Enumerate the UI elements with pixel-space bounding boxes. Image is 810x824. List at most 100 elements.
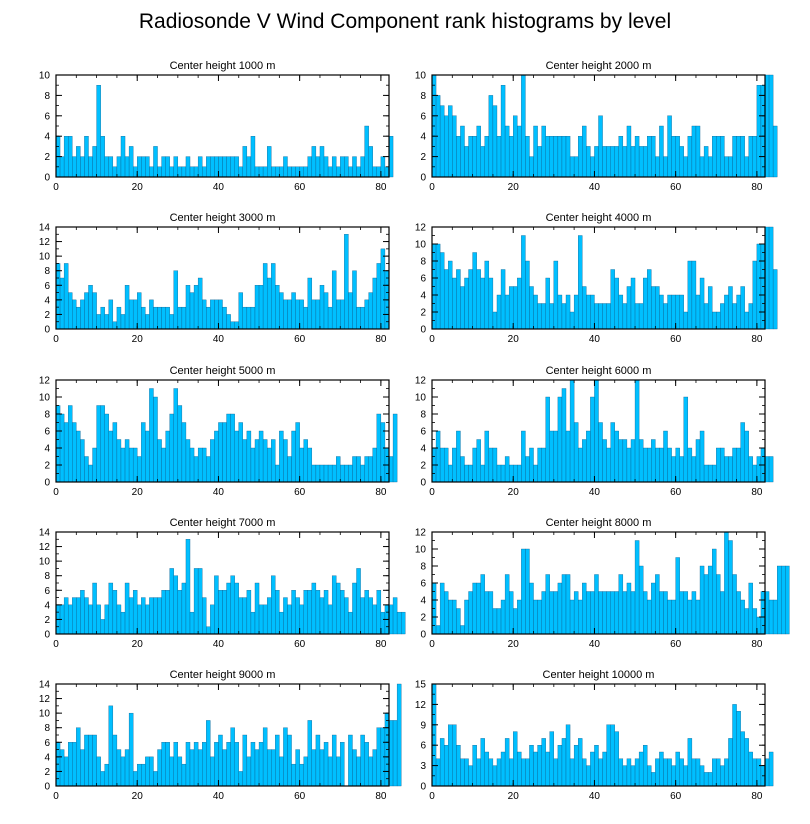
histogram-bar xyxy=(594,379,599,483)
histogram-bar xyxy=(484,260,490,330)
histogram-bar xyxy=(226,314,231,330)
histogram-bar xyxy=(569,311,575,330)
histogram-bar xyxy=(549,303,555,330)
histogram-bar xyxy=(185,742,191,787)
x-tick-label: 0 xyxy=(53,182,59,193)
histogram-bar xyxy=(720,765,725,787)
histogram-bar xyxy=(659,294,664,330)
histogram-bar xyxy=(634,758,640,787)
histogram-bar xyxy=(703,303,709,330)
histogram-bar xyxy=(565,294,571,330)
y-tick-label: 8 xyxy=(44,266,50,277)
x-tick-label: 60 xyxy=(670,487,682,498)
histogram-bar xyxy=(582,439,587,483)
histogram-bar xyxy=(456,745,461,787)
histogram-bar xyxy=(500,599,506,635)
histogram-bar xyxy=(504,456,510,483)
histogram-bar xyxy=(197,156,203,178)
histogram-bar xyxy=(315,464,321,483)
histogram-bar xyxy=(525,548,530,635)
histogram-bar xyxy=(177,306,183,330)
histogram-bar xyxy=(242,597,248,635)
histogram-bar xyxy=(384,166,390,178)
histogram-bar xyxy=(356,166,361,178)
histogram-bar xyxy=(360,156,365,178)
histogram-bar xyxy=(262,604,268,635)
histogram-bar xyxy=(736,294,741,330)
histogram-bar xyxy=(545,136,550,178)
histogram-bar xyxy=(356,756,361,787)
histogram-bar xyxy=(128,299,134,330)
histogram-bar xyxy=(768,751,774,787)
histogram-bar xyxy=(663,758,668,787)
histogram-bar xyxy=(319,285,325,330)
histogram-bar xyxy=(716,758,721,787)
y-tick-label: 6 xyxy=(44,738,50,749)
histogram-bar xyxy=(283,156,288,178)
histogram-bar xyxy=(602,591,607,635)
histogram-bar xyxy=(435,758,441,787)
histogram-bar xyxy=(647,136,652,178)
histogram-bar xyxy=(128,712,134,787)
histogram-bar xyxy=(634,136,640,178)
x-tick-label: 40 xyxy=(213,639,225,650)
histogram-bar xyxy=(716,311,721,330)
histogram-bar xyxy=(582,286,587,330)
plot-frame xyxy=(55,379,390,483)
histogram-bar xyxy=(344,597,349,635)
histogram-bar xyxy=(230,321,235,330)
x-tick-label: 80 xyxy=(375,639,387,650)
panel-2: Center height 2000 m 0 20 40 60 80 0 2 4 6 8 10 xyxy=(415,60,778,193)
histogram-bar xyxy=(488,277,494,330)
histogram-bar xyxy=(712,311,717,330)
histogram-bar xyxy=(768,456,774,483)
histogram-bar xyxy=(772,125,778,178)
histogram-bar xyxy=(492,765,498,787)
histogram-bar xyxy=(189,447,195,483)
histogram-bar xyxy=(222,156,227,178)
histogram-bar xyxy=(202,166,207,178)
histogram-bar xyxy=(271,263,276,330)
histogram-bar xyxy=(141,422,146,483)
histogram-bar xyxy=(642,745,648,787)
histogram-bar xyxy=(149,597,154,635)
histogram-bar xyxy=(756,758,762,787)
y-tick-label: 2 xyxy=(420,152,426,163)
histogram-bar xyxy=(210,756,215,787)
histogram-bar xyxy=(76,597,81,635)
histogram-bar xyxy=(360,597,365,635)
x-tick-label: 0 xyxy=(429,639,435,650)
histogram-bar xyxy=(197,568,203,635)
histogram-bar xyxy=(748,136,753,178)
y-tick-label: 12 xyxy=(415,376,427,387)
histogram-bar xyxy=(622,591,628,635)
histogram-bar xyxy=(642,591,648,635)
histogram-bar xyxy=(340,590,345,635)
histogram-bar xyxy=(120,314,126,330)
histogram-bar xyxy=(642,277,648,330)
histogram-bar xyxy=(614,277,619,330)
plot-frame xyxy=(55,683,390,787)
histogram-bar xyxy=(360,464,365,483)
histogram-bar xyxy=(716,574,721,635)
histogram-bar xyxy=(533,751,538,787)
histogram-bar xyxy=(513,286,518,330)
histogram-bar xyxy=(193,742,199,787)
histogram-bar xyxy=(210,604,215,635)
histogram-bar xyxy=(695,125,701,178)
histogram-bar xyxy=(250,136,256,178)
histogram-bar xyxy=(659,125,664,178)
histogram-bar xyxy=(452,277,457,330)
x-tick-label: 0 xyxy=(53,334,59,345)
histogram-bar xyxy=(340,464,345,483)
y-tick-label: 8 xyxy=(44,571,50,582)
x-tick-label: 40 xyxy=(213,334,225,345)
histogram-bar xyxy=(740,136,745,178)
y-tick-label: 0 xyxy=(420,782,426,793)
histogram-bar xyxy=(630,277,636,330)
histogram-bar xyxy=(752,464,758,483)
histogram-bar xyxy=(707,156,713,178)
histogram-bar xyxy=(128,447,134,483)
histogram-bar xyxy=(230,727,235,787)
histogram-bar xyxy=(622,146,628,178)
